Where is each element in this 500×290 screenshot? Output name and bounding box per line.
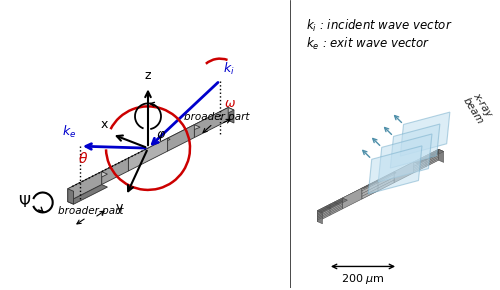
Polygon shape [194, 108, 228, 137]
Polygon shape [128, 138, 168, 171]
Polygon shape [68, 189, 73, 204]
Polygon shape [68, 184, 108, 204]
Text: broader part: broader part [184, 112, 250, 122]
Text: z: z [145, 68, 151, 81]
Polygon shape [378, 134, 432, 182]
Polygon shape [362, 172, 394, 199]
Text: k$_e$ : exit wave vector: k$_e$ : exit wave vector [306, 36, 430, 52]
Polygon shape [342, 188, 362, 209]
Polygon shape [362, 172, 396, 189]
Polygon shape [228, 108, 234, 123]
Polygon shape [102, 158, 128, 184]
Text: k$_i$: k$_i$ [223, 60, 235, 77]
Polygon shape [414, 149, 438, 173]
Polygon shape [400, 112, 450, 156]
Polygon shape [102, 158, 131, 174]
Text: x: x [100, 118, 108, 131]
Polygon shape [390, 124, 440, 168]
Text: y: y [116, 201, 123, 214]
Text: k$_i$ : incident wave vector: k$_i$ : incident wave vector [306, 18, 452, 34]
Text: x-ray
beam: x-ray beam [461, 89, 495, 126]
Text: $\omega$: $\omega$ [224, 97, 236, 110]
Polygon shape [368, 146, 422, 194]
Polygon shape [318, 198, 348, 213]
Polygon shape [168, 125, 200, 139]
Text: k$_e$: k$_e$ [62, 124, 76, 140]
Polygon shape [394, 162, 413, 183]
Polygon shape [68, 172, 102, 202]
Text: $\Psi$: $\Psi$ [18, 195, 32, 211]
Polygon shape [128, 138, 170, 159]
Text: $\theta$: $\theta$ [78, 151, 88, 166]
Text: broader part: broader part [58, 206, 123, 215]
Polygon shape [414, 149, 444, 164]
Text: 200 $\mu$m: 200 $\mu$m [341, 272, 385, 287]
Polygon shape [394, 162, 418, 173]
Polygon shape [68, 172, 108, 191]
Polygon shape [318, 198, 342, 222]
Text: $\varphi$: $\varphi$ [156, 129, 166, 143]
Polygon shape [342, 188, 364, 200]
Polygon shape [318, 211, 322, 224]
Polygon shape [168, 125, 194, 151]
Polygon shape [438, 149, 444, 162]
Polygon shape [194, 108, 234, 127]
